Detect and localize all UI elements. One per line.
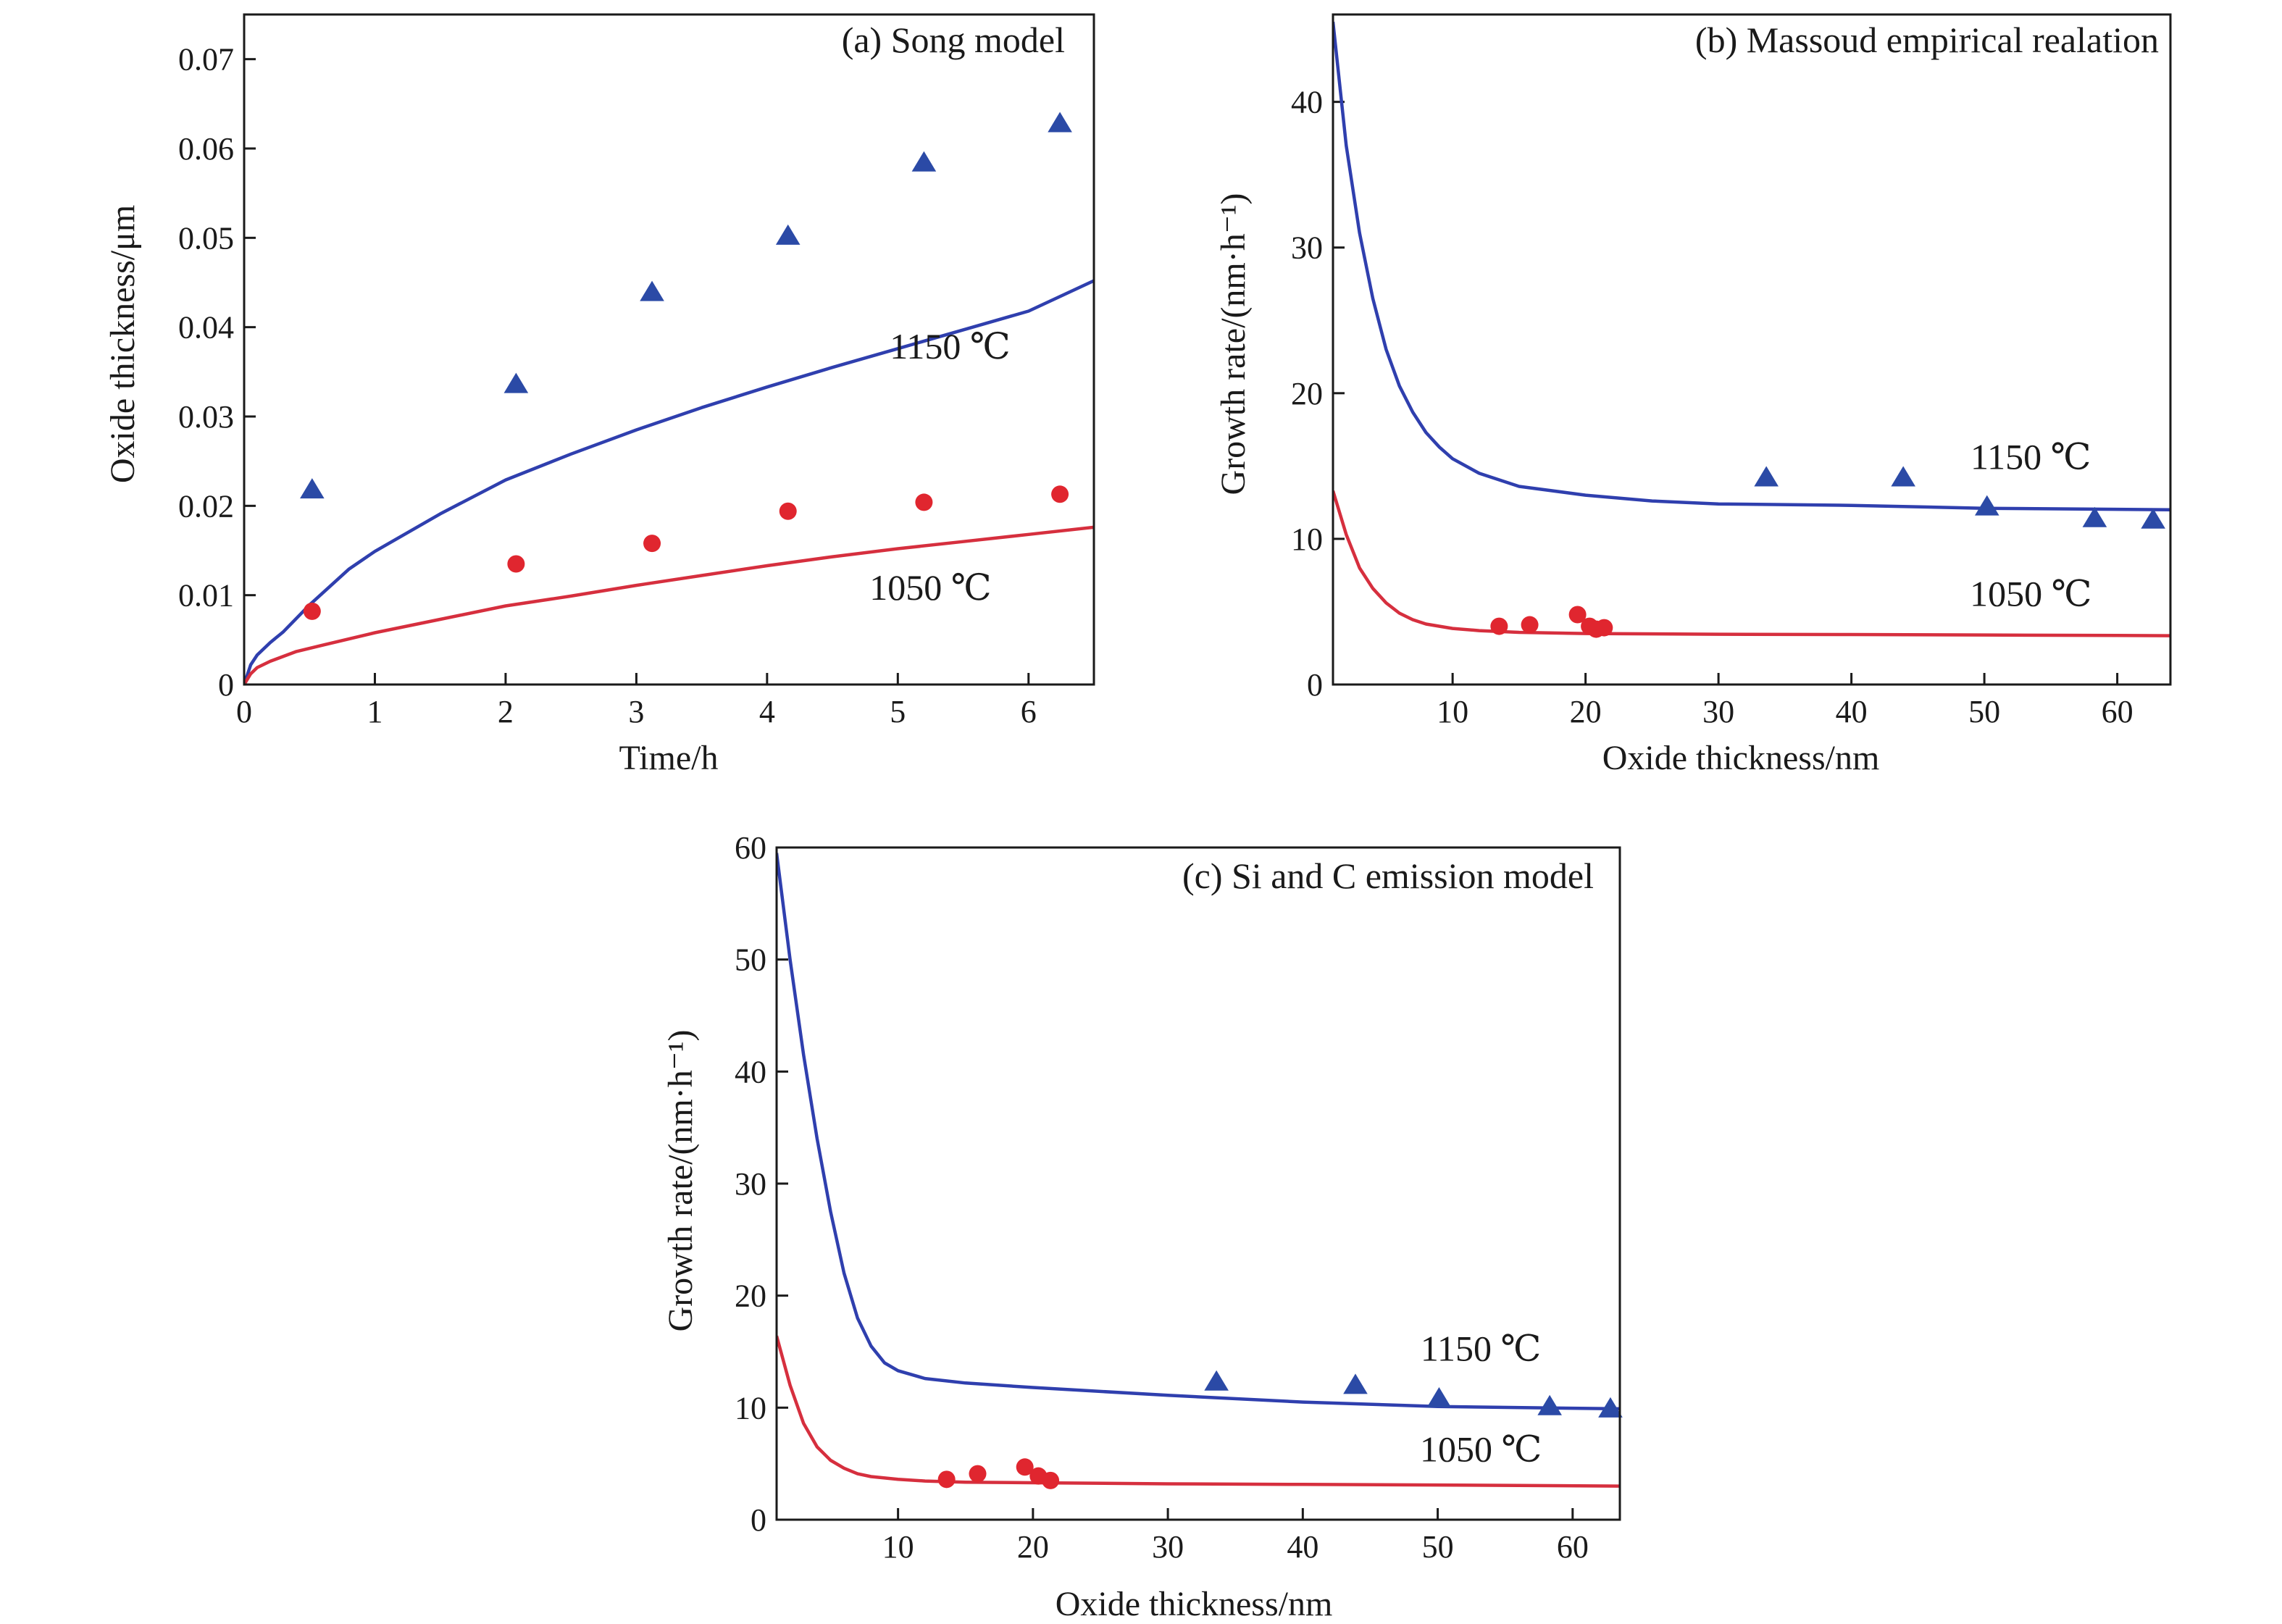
panel-a-xtick-label: 1	[367, 694, 383, 729]
panel-b-label-1150: 1150 ℃	[1970, 436, 2091, 477]
panel-b-point-1150	[1754, 466, 1779, 487]
panel-a-point-1050	[507, 555, 525, 573]
panel-a-point-1050	[1051, 485, 1069, 503]
panel-c-ytick-label: 20	[735, 1278, 766, 1314]
panel-b-point-1050	[1568, 606, 1587, 624]
panel-c-curve-1050	[777, 1335, 1620, 1488]
panel-b-point-1050	[1595, 619, 1613, 637]
panel-b-ytick-label: 30	[1291, 230, 1323, 266]
panel-b-xlabel: Oxide thickness/nm	[1602, 739, 1880, 777]
panel-c-point-1050	[1042, 1471, 1060, 1489]
panel-a-label-1150: 1150 ℃	[890, 326, 1011, 367]
panel-a-curve-1050	[244, 525, 1094, 685]
panel-a-ytick-label: 0.03	[178, 399, 234, 435]
panel-c-xtick-label: 20	[1017, 1529, 1049, 1565]
panel-b-point-1150	[2082, 506, 2107, 527]
panel-a-curve-1150	[244, 279, 1094, 685]
panel-c-ytick-label: 50	[735, 942, 766, 978]
panel-c-ytick-label: 0	[751, 1502, 766, 1538]
panel-a-ytick-label: 0.01	[178, 578, 234, 614]
panel-a-point-1150	[503, 372, 529, 393]
panel-c-point-1150	[1537, 1394, 1562, 1415]
panel-b-label-1050: 1050 ℃	[1970, 573, 2091, 614]
panel-a-xtick-label: 0	[236, 694, 252, 729]
panel-b-point-1050	[1521, 616, 1539, 634]
panel-c-frame	[775, 846, 1621, 1521]
panel-b-ytick-label: 40	[1291, 85, 1323, 120]
panel-a-xtick-label: 4	[759, 694, 775, 729]
panel-a-xtick-label: 3	[628, 694, 644, 729]
panel-b-point-1150	[2141, 508, 2165, 529]
panel-a-frame	[243, 13, 1095, 686]
panel-c-point-1050	[937, 1470, 956, 1489]
panel-b-frame	[1332, 13, 2172, 686]
panel-c-xtick-label: 30	[1152, 1529, 1184, 1565]
panel-a-ytick-label: 0.05	[178, 220, 234, 256]
panel-b-curve-1150	[1333, 21, 2170, 511]
panel-a-ytick-label: 0.07	[178, 42, 234, 78]
panel-a-xtick-label: 6	[1021, 694, 1037, 729]
panel-a-point-1150	[775, 224, 801, 245]
panel-a-xtick-label: 5	[890, 694, 906, 729]
panel-c-ytick-label: 30	[735, 1166, 766, 1202]
panel-b-point-1050	[1490, 617, 1508, 635]
panel-c-point-1050	[1016, 1458, 1034, 1476]
panel-b-xtick-label: 30	[1702, 694, 1734, 729]
panel-c-ytick-label: 60	[735, 830, 766, 866]
panel-c-point-1150	[1204, 1370, 1229, 1391]
panel-b-ytick-label: 10	[1291, 522, 1323, 557]
panel-c-label-1050: 1050 ℃	[1420, 1429, 1542, 1470]
panel-c-xtick-label: 40	[1287, 1529, 1318, 1565]
panel-b-ylabel: Growth rate/(nm·h⁻¹)	[1214, 193, 1253, 495]
panel-c-curve-1150	[777, 853, 1620, 1411]
panel-a-ytick-label: 0	[218, 667, 234, 703]
panel-a-title: (a) Song model	[842, 20, 1065, 60]
panel-a-point-1150	[640, 280, 664, 301]
panel-b-point-1150	[1974, 495, 1999, 516]
panel-a-point-1150	[1048, 112, 1072, 133]
panel-b-xtick-label: 50	[1968, 694, 2000, 729]
panel-c-xlabel: Oxide thickness/nm	[1056, 1585, 1333, 1623]
panel-b-xtick-label: 20	[1570, 694, 1602, 729]
panel-b-ytick-label: 0	[1307, 667, 1323, 703]
panel-b: (b) Massoud empirical realation Oxide th…	[1214, 13, 2172, 777]
panel-a-point-1150	[911, 151, 937, 172]
panel-c-point-1150	[1598, 1397, 1623, 1418]
panel-c-ytick-label: 40	[735, 1054, 766, 1089]
panel-a-point-1050	[779, 502, 797, 520]
panel-c-point-1050	[969, 1465, 987, 1483]
panel-c: (c) Si and C emission model Oxide thickn…	[661, 830, 1623, 1623]
panel-a-ytick-label: 0.04	[178, 310, 234, 346]
panel-c-ylabel: Growth rate/(nm·h⁻¹)	[661, 1030, 700, 1332]
panel-a-ytick-label: 0.06	[178, 131, 234, 167]
panel-a-ytick-label: 0.02	[178, 488, 234, 524]
panel-b-curve-1050	[1333, 490, 2170, 637]
panel-c-title: (c) Si and C emission model	[1182, 855, 1594, 896]
panel-b-xtick-label: 10	[1437, 694, 1468, 729]
panel-c-xtick-label: 60	[1557, 1529, 1589, 1565]
panel-c-xtick-label: 10	[882, 1529, 914, 1565]
panel-a-point-1050	[915, 493, 933, 511]
panel-a-point-1050	[643, 535, 661, 553]
panel-c-xtick-label: 50	[1422, 1529, 1454, 1565]
panel-b-point-1150	[1891, 466, 1915, 487]
panel-c-label-1150: 1150 ℃	[1421, 1328, 1542, 1368]
panel-b-xtick-label: 60	[2102, 694, 2133, 729]
panel-b-xtick-label: 40	[1836, 694, 1868, 729]
panel-a-label-1050: 1050 ℃	[869, 567, 991, 608]
panel-a-xtick-label: 2	[498, 694, 514, 729]
panel-a: (a) Song model Time/h Oxide thickness/μm…	[104, 13, 1095, 777]
panel-c-point-1150	[1343, 1373, 1368, 1394]
panel-b-title: (b) Massoud empirical realation	[1695, 20, 2159, 60]
panel-b-ytick-label: 20	[1291, 376, 1323, 411]
panel-c-ytick-label: 10	[735, 1390, 766, 1426]
panel-a-ylabel: Oxide thickness/μm	[104, 205, 142, 483]
panel-a-xlabel: Time/h	[619, 739, 719, 777]
panel-a-point-1050	[303, 602, 321, 620]
panel-c-point-1150	[1426, 1386, 1452, 1407]
panel-a-point-1150	[300, 478, 325, 499]
